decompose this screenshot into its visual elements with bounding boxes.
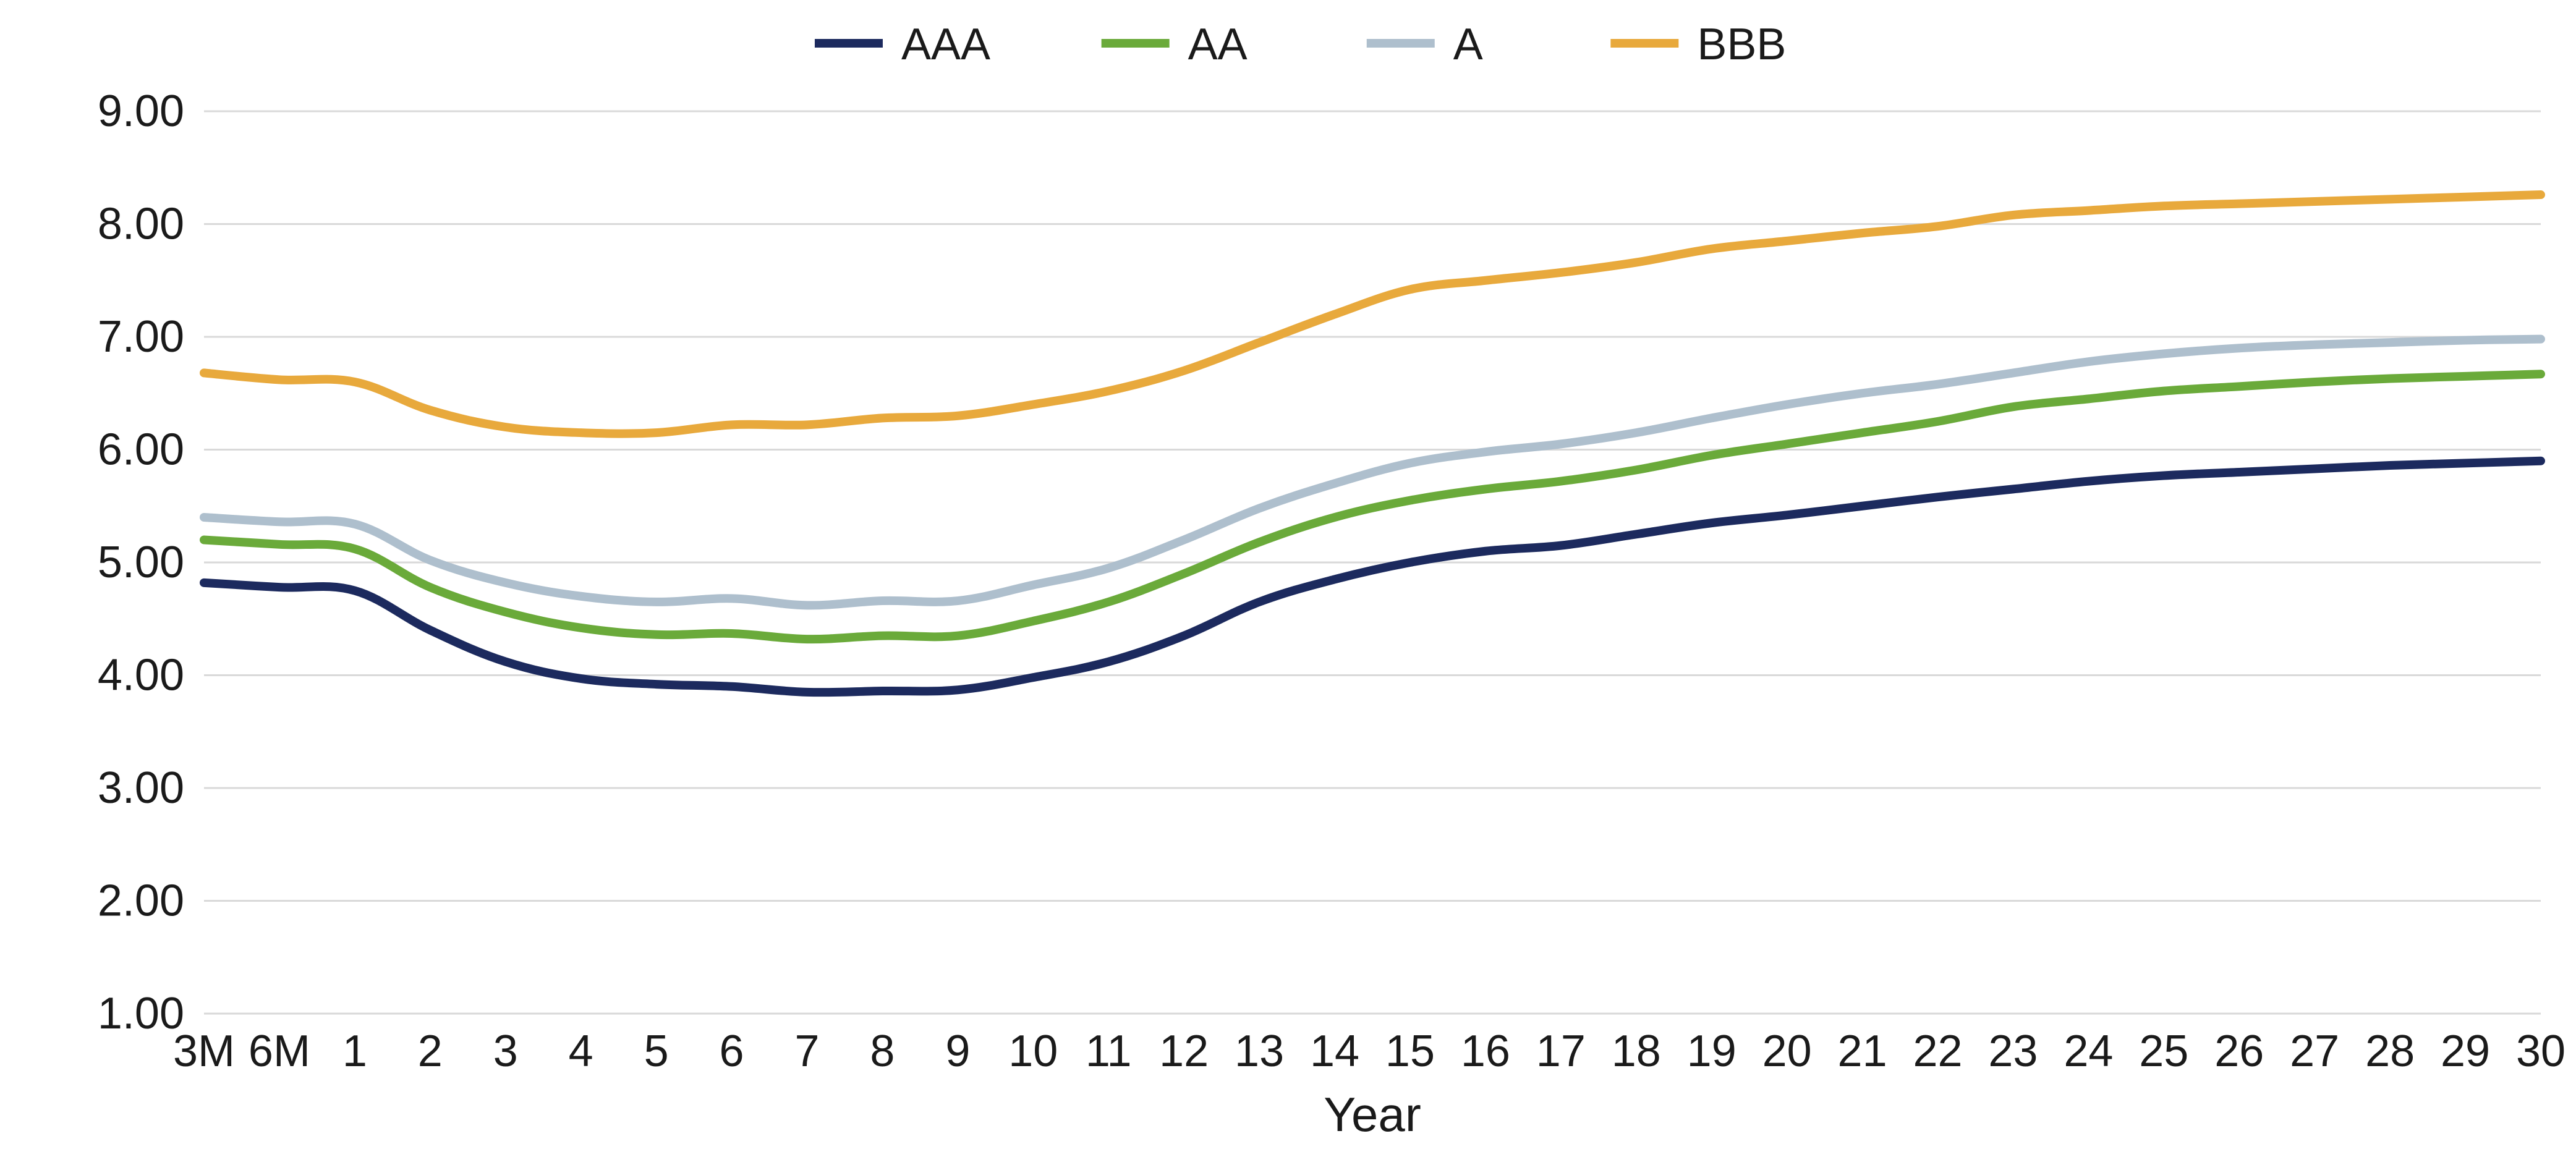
x-tick-label: 10 [1008,1027,1058,1076]
x-tick-label: 30 [2516,1027,2565,1076]
y-tick-label: 4.00 [98,651,184,700]
x-tick-label: 8 [870,1027,895,1076]
x-tick-label: 27 [2290,1027,2339,1076]
x-tick-label: 6M [249,1027,310,1076]
x-tick-label: 11 [1086,1027,1132,1076]
yield-curve-chart: 1.00 2.00 3.00 4.00 5.00 6.00 7.00 8.00 9.00 3M 6M… [0,0,2576,1157]
x-tick-label: 14 [1310,1027,1359,1076]
x-tick-label: 4 [569,1027,593,1076]
x-tick-label: 29 [2441,1027,2490,1076]
y-tick-label: 8.00 [98,200,184,249]
legend-label: AA [1188,20,1248,69]
legend-label: AAA [901,20,990,69]
x-axis-label: Year [1324,1087,1421,1142]
x-tick-label: 7 [794,1027,819,1076]
x-tick-label: 28 [2365,1027,2415,1076]
x-tick-label: 3M [173,1027,235,1076]
y-tick-label: 5.00 [98,538,184,587]
y-tick-label: 1.00 [98,989,184,1038]
x-tick-label: 5 [644,1027,669,1076]
x-tick-label: 15 [1385,1027,1435,1076]
x-tick-label: 6 [720,1027,744,1076]
y-tick-label: 6.00 [98,425,184,475]
x-tick-label: 16 [1461,1027,1510,1076]
x-tick-label: 25 [2139,1027,2188,1076]
chart-background [0,0,2576,1157]
x-tick-label: 20 [1762,1027,1812,1076]
legend-label: A [1453,20,1483,69]
x-tick-label: 12 [1159,1027,1209,1076]
x-tick-label: 9 [945,1027,970,1076]
x-tick-label: 21 [1838,1027,1887,1076]
x-tick-label: 18 [1612,1027,1661,1076]
x-tick-label: 1 [342,1027,367,1076]
legend-label: BBB [1697,20,1786,69]
x-tick-label: 24 [2064,1027,2113,1076]
x-tick-label: 23 [1988,1027,2038,1076]
x-tick-label: 2 [418,1027,443,1076]
y-tick-label: 9.00 [98,87,184,136]
x-tick-label: 17 [1536,1027,1586,1076]
y-tick-label: 7.00 [98,312,184,362]
x-tick-label: 19 [1687,1027,1736,1076]
chart-svg: 1.00 2.00 3.00 4.00 5.00 6.00 7.00 8.00 9.00 3M 6M… [0,0,2576,1157]
y-tick-label: 2.00 [98,876,184,926]
x-tick-label: 26 [2214,1027,2264,1076]
x-tick-label: 3 [493,1027,518,1076]
x-tick-label: 22 [1913,1027,1962,1076]
x-tick-label: 13 [1235,1027,1284,1076]
y-tick-label: 3.00 [98,763,184,813]
